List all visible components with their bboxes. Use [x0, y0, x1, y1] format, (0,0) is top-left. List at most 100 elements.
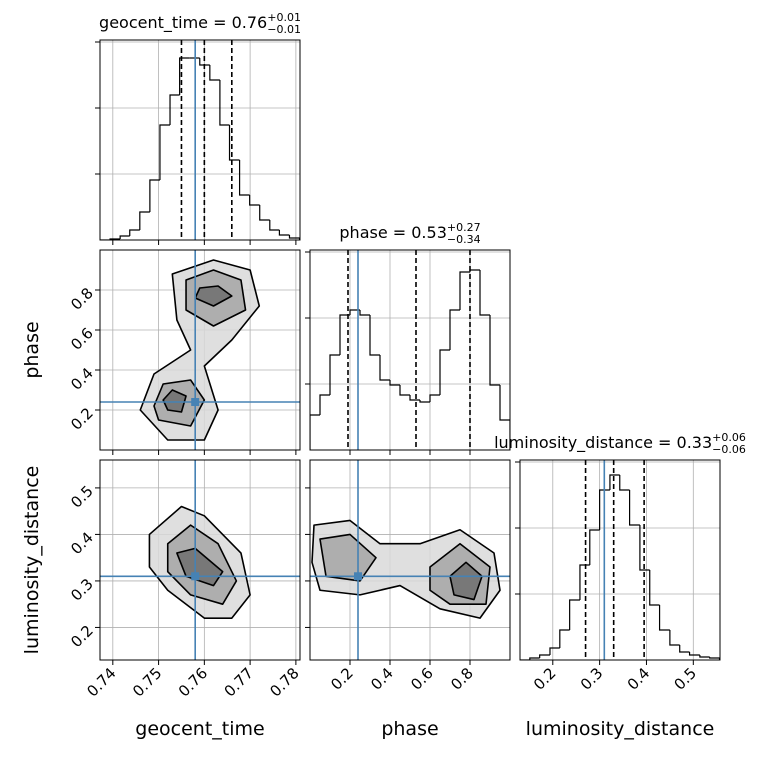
histogram-step: [669, 630, 680, 646]
histogram-step: [409, 395, 420, 401]
panel: [310, 250, 510, 450]
histogram-step: [629, 490, 640, 526]
title-sup: +0.27: [447, 221, 481, 234]
histogram-step: [269, 220, 280, 231]
contour: [449, 561, 483, 601]
histogram-step: [499, 385, 510, 450]
title-sub: −0.01: [267, 23, 301, 36]
truth-point: [191, 572, 200, 581]
x-axis-label: luminosity_distance: [526, 718, 715, 740]
panel-frame: [519, 459, 721, 661]
truth-point: [191, 398, 200, 406]
contour: [319, 533, 377, 582]
x-tick-label: 0.8: [447, 664, 477, 694]
x-tick-label: 0.3: [577, 664, 607, 694]
histogram-step: [459, 271, 470, 310]
panel: [100, 40, 300, 240]
panel-frame: [309, 249, 511, 451]
histogram-step: [228, 125, 240, 161]
histogram-step: [679, 645, 690, 653]
y-tick-label: 0.3: [67, 575, 97, 605]
y-tick-label: 0.2: [67, 404, 97, 434]
histogram-step: [599, 489, 610, 530]
y-tick-label: 0.4: [67, 529, 97, 559]
panel-title: phase = 0.53: [339, 223, 446, 242]
histogram-step: [129, 229, 140, 236]
x-tick-label: 0.4: [367, 664, 397, 694]
y-tick-label: 0.4: [67, 364, 97, 394]
histogram-step: [489, 315, 500, 386]
histogram-step: [439, 349, 450, 395]
x-axis-label: geocent_time: [135, 718, 264, 740]
histogram-step: [359, 310, 370, 316]
title-sup: +0.06: [712, 431, 746, 444]
histogram-step: [219, 80, 230, 126]
histogram-step: [539, 654, 550, 658]
histogram-step: [658, 605, 670, 631]
x-axis-label: phase: [381, 718, 438, 740]
histogram-step: [209, 65, 220, 81]
histogram-step: [419, 400, 430, 403]
histogram-step: [429, 394, 440, 402]
panel: [310, 460, 510, 660]
histogram-step: [529, 657, 540, 660]
panel-frame: [99, 459, 301, 661]
histogram-step: [579, 564, 590, 600]
histogram-step: [238, 160, 250, 196]
histogram-step: [149, 179, 160, 212]
histogram-step: [479, 270, 490, 316]
histogram-step: [649, 570, 660, 606]
histogram-step: [169, 94, 180, 125]
histogram-step: [589, 529, 600, 565]
x-tick-label: 0.2: [327, 664, 357, 694]
histogram-step: [329, 354, 340, 395]
panel: [520, 460, 720, 660]
title-sub: −0.06: [712, 443, 746, 456]
x-tick-label: 0.5: [671, 664, 701, 694]
panel-title: geocent_time = 0.76: [99, 13, 267, 33]
histogram-step: [639, 525, 650, 571]
y-tick-label: 0.8: [67, 284, 97, 314]
histogram-step: [369, 315, 380, 356]
histogram-step: [310, 414, 320, 450]
histogram-step: [399, 385, 410, 396]
histogram-step: [159, 124, 171, 180]
x-tick-label: 0.78: [266, 664, 302, 700]
panel-frame: [99, 249, 301, 451]
histogram-step: [688, 652, 700, 656]
histogram-step: [549, 647, 560, 655]
histogram-step: [349, 309, 360, 315]
x-tick-label: 0.4: [624, 664, 654, 694]
histogram-step: [559, 629, 570, 648]
y-axis-label: luminosity_distance: [21, 466, 43, 655]
histogram-step: [449, 309, 460, 350]
histogram-step: [469, 269, 480, 272]
histogram-step: [259, 205, 270, 221]
y-axis-label: phase: [21, 321, 43, 378]
contour: [194, 285, 233, 307]
panel-title: luminosity_distance = 0.33: [494, 433, 712, 453]
histogram-step: [179, 57, 190, 95]
histogram-step: [249, 195, 260, 206]
title-sup: +0.01: [267, 11, 301, 24]
histogram-step: [609, 474, 620, 490]
x-tick-label: 0.77: [221, 664, 257, 700]
panel-frame: [99, 39, 301, 241]
panel: [100, 250, 300, 450]
histogram-step: [619, 475, 630, 491]
histogram-step: [119, 235, 130, 239]
title-sub: −0.34: [447, 233, 481, 246]
histogram-step: [319, 394, 330, 415]
histogram-step: [699, 655, 710, 658]
panel: [100, 460, 300, 660]
histogram-step: [569, 599, 580, 630]
histogram-step: [199, 58, 210, 66]
x-tick-label: 0.75: [129, 664, 165, 700]
y-tick-label: 0.5: [67, 482, 97, 512]
x-tick-label: 0.76: [175, 664, 211, 700]
histogram-step: [379, 355, 390, 381]
histogram-step: [278, 230, 290, 236]
truth-point: [354, 572, 362, 581]
x-tick-label: 0.74: [83, 664, 119, 700]
